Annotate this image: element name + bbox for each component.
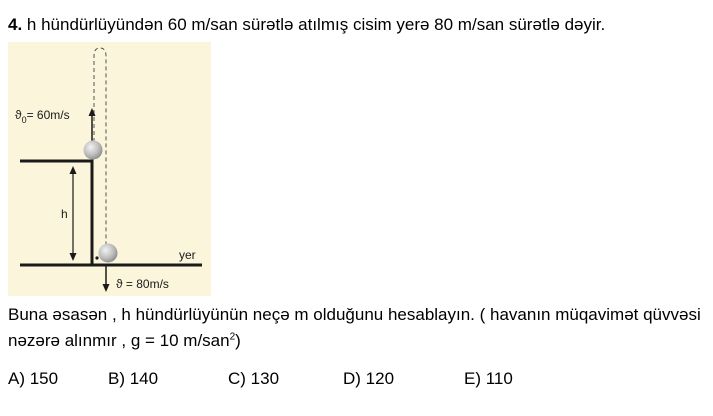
ball-top — [83, 140, 103, 160]
height-label: h — [61, 207, 68, 221]
question-text: 4. h hündürlüyündən 60 m/san sürətlə atı… — [8, 14, 605, 36]
physics-figure: ϑ0= 60m/s h yer ϑ = 80m/s — [8, 42, 211, 296]
initial-velocity-label: ϑ0= 60m/s — [15, 108, 70, 125]
question-number: 4. — [8, 15, 23, 34]
height-arrow-bottom-head — [69, 253, 77, 261]
final-velocity-label: ϑ = 80m/s — [116, 277, 169, 291]
initial-velocity-arrow-head — [88, 108, 96, 116]
initial-velocity-subscript: 0 — [22, 115, 27, 125]
exponent: 2 — [229, 331, 236, 343]
question-body: h hündürlüyündən 60 m/san sürətlə atılmı… — [26, 15, 606, 34]
option-c[interactable]: C) 130 — [228, 369, 280, 388]
option-d[interactable]: D) 120 — [343, 369, 395, 388]
height-arrow-top-head — [69, 166, 77, 174]
ground-label: yer — [179, 248, 196, 262]
initial-velocity-value: = 60m/s — [27, 108, 70, 122]
trajectory-path — [93, 47, 107, 254]
right-angle-dot — [95, 256, 99, 260]
final-velocity-arrow-head — [102, 284, 110, 292]
option-e[interactable]: E) 110 — [464, 369, 513, 388]
instruction-text: Buna əsasən , h hündürlüyünün neçə m old… — [8, 302, 708, 354]
instruction-line-1: Buna əsasən , h hündürlüyünün neçə m old… — [8, 305, 701, 324]
instruction-line-2: nəzərə alınmır , g = 10 m/san2) — [8, 331, 241, 350]
figure-svg: ϑ0= 60m/s h yer ϑ = 80m/s — [15, 47, 202, 292]
cliff-outline — [20, 159, 94, 264]
option-b[interactable]: B) 140 — [108, 369, 159, 388]
option-a[interactable]: A) 150 — [8, 369, 59, 388]
ball-bottom — [98, 243, 118, 263]
